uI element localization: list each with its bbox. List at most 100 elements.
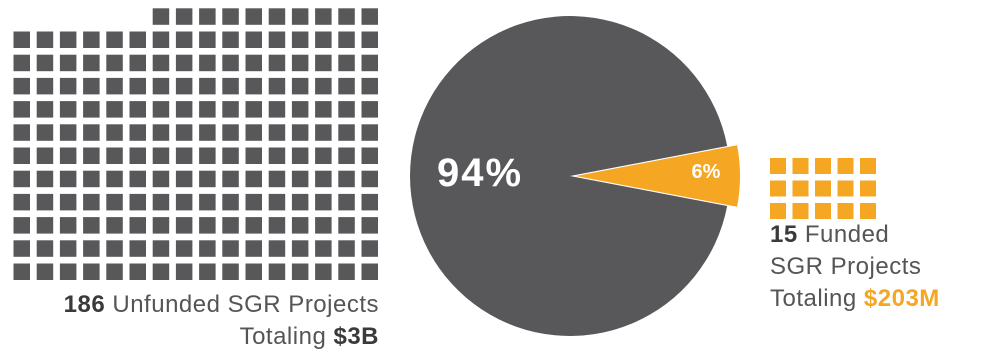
unfunded-project-square [59,77,77,95]
unfunded-project-square [59,54,77,72]
unfunded-project-square [83,193,100,211]
unfunded-project-square [268,193,286,211]
unfunded-project-square [152,8,170,25]
funded-project-square [837,158,854,174]
unfunded-project-square [36,217,54,234]
unfunded-project-square [152,240,170,257]
unfunded-project-square [338,77,355,95]
unfunded-project-square [361,8,378,25]
unfunded-project-square [338,101,355,118]
unfunded-project-square [338,147,355,164]
unfunded-project-square [245,193,262,211]
unfunded-project-square [129,101,146,118]
unfunded-project-square [245,77,262,95]
unfunded-project-square [13,240,30,257]
unfunded-project-square [199,101,216,118]
unfunded-project-square [13,147,30,164]
unfunded-project-square [338,8,355,25]
unfunded-project-square [83,101,100,118]
funded-line3: Totaling [770,285,857,312]
unfunded-project-square [338,31,355,48]
unfunded-project-square [315,54,332,72]
unfunded-project-square [268,124,286,141]
unfunded-project-square [222,217,239,234]
unfunded-project-square [268,77,286,95]
funded-caption: 15 Funded SGR Projects Totaling $203M [770,219,940,315]
unfunded-project-square [59,240,77,257]
unfunded-project-square [59,147,77,164]
unfunded-project-square [199,263,216,280]
unfunded-project-square [129,240,146,257]
unfunded-project-square [59,263,77,280]
unfunded-project-square [222,240,239,257]
unfunded-project-square [59,193,77,211]
unfunded-project-square [199,217,216,234]
funded-project-square [770,158,786,174]
unfunded-project-square [291,54,309,72]
unfunded-project-square [106,54,123,72]
funded-project-square [792,158,809,174]
unfunded-project-square [315,101,332,118]
unfunded-project-square [199,8,216,25]
unfunded-project-square [268,31,286,48]
unfunded-project-square [199,77,216,95]
unfunded-project-square [83,263,100,280]
unfunded-project-square [83,217,100,234]
unfunded-project-square [245,54,262,72]
unfunded-project-square [175,217,193,234]
unfunded-project-square [291,77,309,95]
unfunded-project-square [222,31,239,48]
unfunded-caption: 186 Unfunded SGR Projects Totaling $3B [64,289,379,353]
pie-slice-94 [410,16,728,336]
unfunded-project-square [338,240,355,257]
unfunded-project-square [361,263,378,280]
unfunded-project-square [175,193,193,211]
unfunded-project-square [315,8,332,25]
unfunded-project-square [175,170,193,188]
unfunded-project-square [291,217,309,234]
unfunded-project-square [361,124,378,141]
unfunded-project-square [291,240,309,257]
unfunded-line1: Unfunded SGR Projects [112,291,379,318]
funded-project-square [860,180,876,197]
unfunded-project-square [291,263,309,280]
unfunded-project-square [245,31,262,48]
unfunded-project-square [36,77,54,95]
unfunded-project-square [13,217,30,234]
unfunded-project-square [268,263,286,280]
unfunded-project-square [36,101,54,118]
unfunded-project-square [361,217,378,234]
unfunded-project-square [222,124,239,141]
unfunded-project-square [268,101,286,118]
funded-project-square [792,180,809,197]
unfunded-project-square [338,193,355,211]
unfunded-project-square [315,31,332,48]
unfunded-project-square [338,263,355,280]
funded-amount: $203M [863,285,940,312]
pie-slice-6 [576,145,741,207]
unfunded-project-square [245,263,262,280]
unfunded-project-square [129,193,146,211]
unfunded-project-square [129,31,146,48]
funded-project-square [770,180,786,197]
unfunded-project-square [315,124,332,141]
unfunded-project-square [175,8,193,25]
unfunded-project-square [315,193,332,211]
pie-label-94: 94% [437,151,523,195]
unfunded-project-square [13,77,30,95]
unfunded-project-square [106,240,123,257]
unfunded-project-square [222,8,239,25]
funded-project-square [815,203,831,219]
unfunded-project-square [83,77,100,95]
unfunded-project-square [106,124,123,141]
unfunded-project-square [83,124,100,141]
unfunded-project-square [268,147,286,164]
unfunded-project-square [106,170,123,188]
unfunded-project-square [338,54,355,72]
unfunded-project-square [13,193,30,211]
unfunded-project-square [199,193,216,211]
unfunded-project-square [222,263,239,280]
funded-project-square [815,180,831,197]
unfunded-project-square [152,77,170,95]
